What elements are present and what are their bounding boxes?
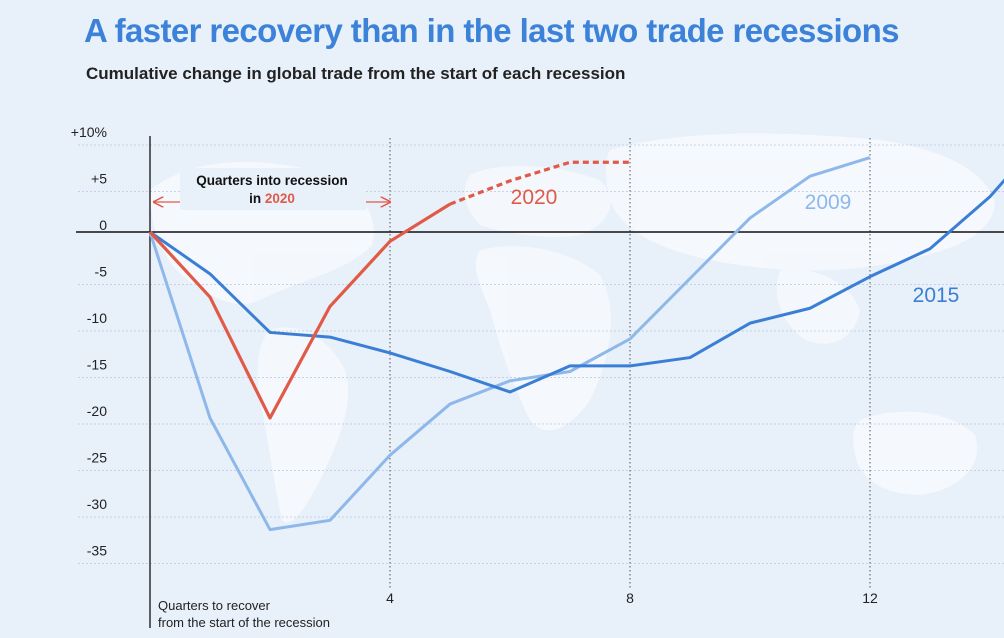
x-axis-note-line-1: Quarters to recover [158, 598, 271, 613]
series-projection-2020 [449, 160, 630, 206]
x-axis-note: Quarters to recover from the start of th… [158, 598, 330, 630]
y-tick-label: -10 [87, 310, 107, 326]
y-tick-label: +5 [91, 171, 107, 187]
x-axis-note-line-2: from the start of the recession [158, 615, 330, 630]
y-tick-label: -35 [87, 543, 107, 559]
annotation-backdrop [180, 168, 366, 210]
y-axis-tick-labels: +10% +5 0 -5 -10 -15 -20 -25 -30 -35 [71, 124, 107, 559]
y-tick-label: -5 [95, 264, 108, 280]
series-label-2009: 2009 [805, 191, 852, 214]
series-label-2015: 2015 [913, 284, 960, 307]
annotation-prefix: in [249, 191, 265, 206]
y-tick-label: -25 [87, 450, 107, 466]
quarter-reference-lines [389, 138, 871, 590]
annotation-line-2: in 2020 [249, 191, 295, 206]
annotation-line-1: Quarters into recession [196, 173, 348, 188]
chart-subtitle: Cumulative change in global trade from t… [86, 64, 626, 83]
series-line-2015 [149, 178, 1004, 394]
y-tick-label: -30 [87, 496, 107, 512]
y-tick-label: +10% [71, 124, 107, 140]
quarters-into-recession-annotation: Quarters into recession in 2020 [154, 168, 390, 210]
y-tick-label: 0 [99, 217, 107, 233]
series-labels: 2009 2015 2020 [511, 186, 960, 307]
chart-title: A faster recovery than in the last two t… [84, 12, 900, 49]
series-lines [148, 156, 1004, 532]
y-tick-label: -15 [87, 357, 107, 373]
x-tick-label: 8 [626, 590, 634, 606]
x-tick-label: 12 [862, 590, 878, 606]
y-tick-label: -20 [87, 403, 107, 419]
annotation-highlight-year: 2020 [265, 191, 295, 206]
x-axis-tick-labels: 4 8 12 [386, 590, 878, 606]
x-tick-label: 4 [386, 590, 394, 606]
series-label-2020: 2020 [511, 186, 558, 209]
axes [76, 136, 1004, 628]
series-line-2020 [148, 202, 451, 420]
series-line-2009 [148, 156, 871, 532]
